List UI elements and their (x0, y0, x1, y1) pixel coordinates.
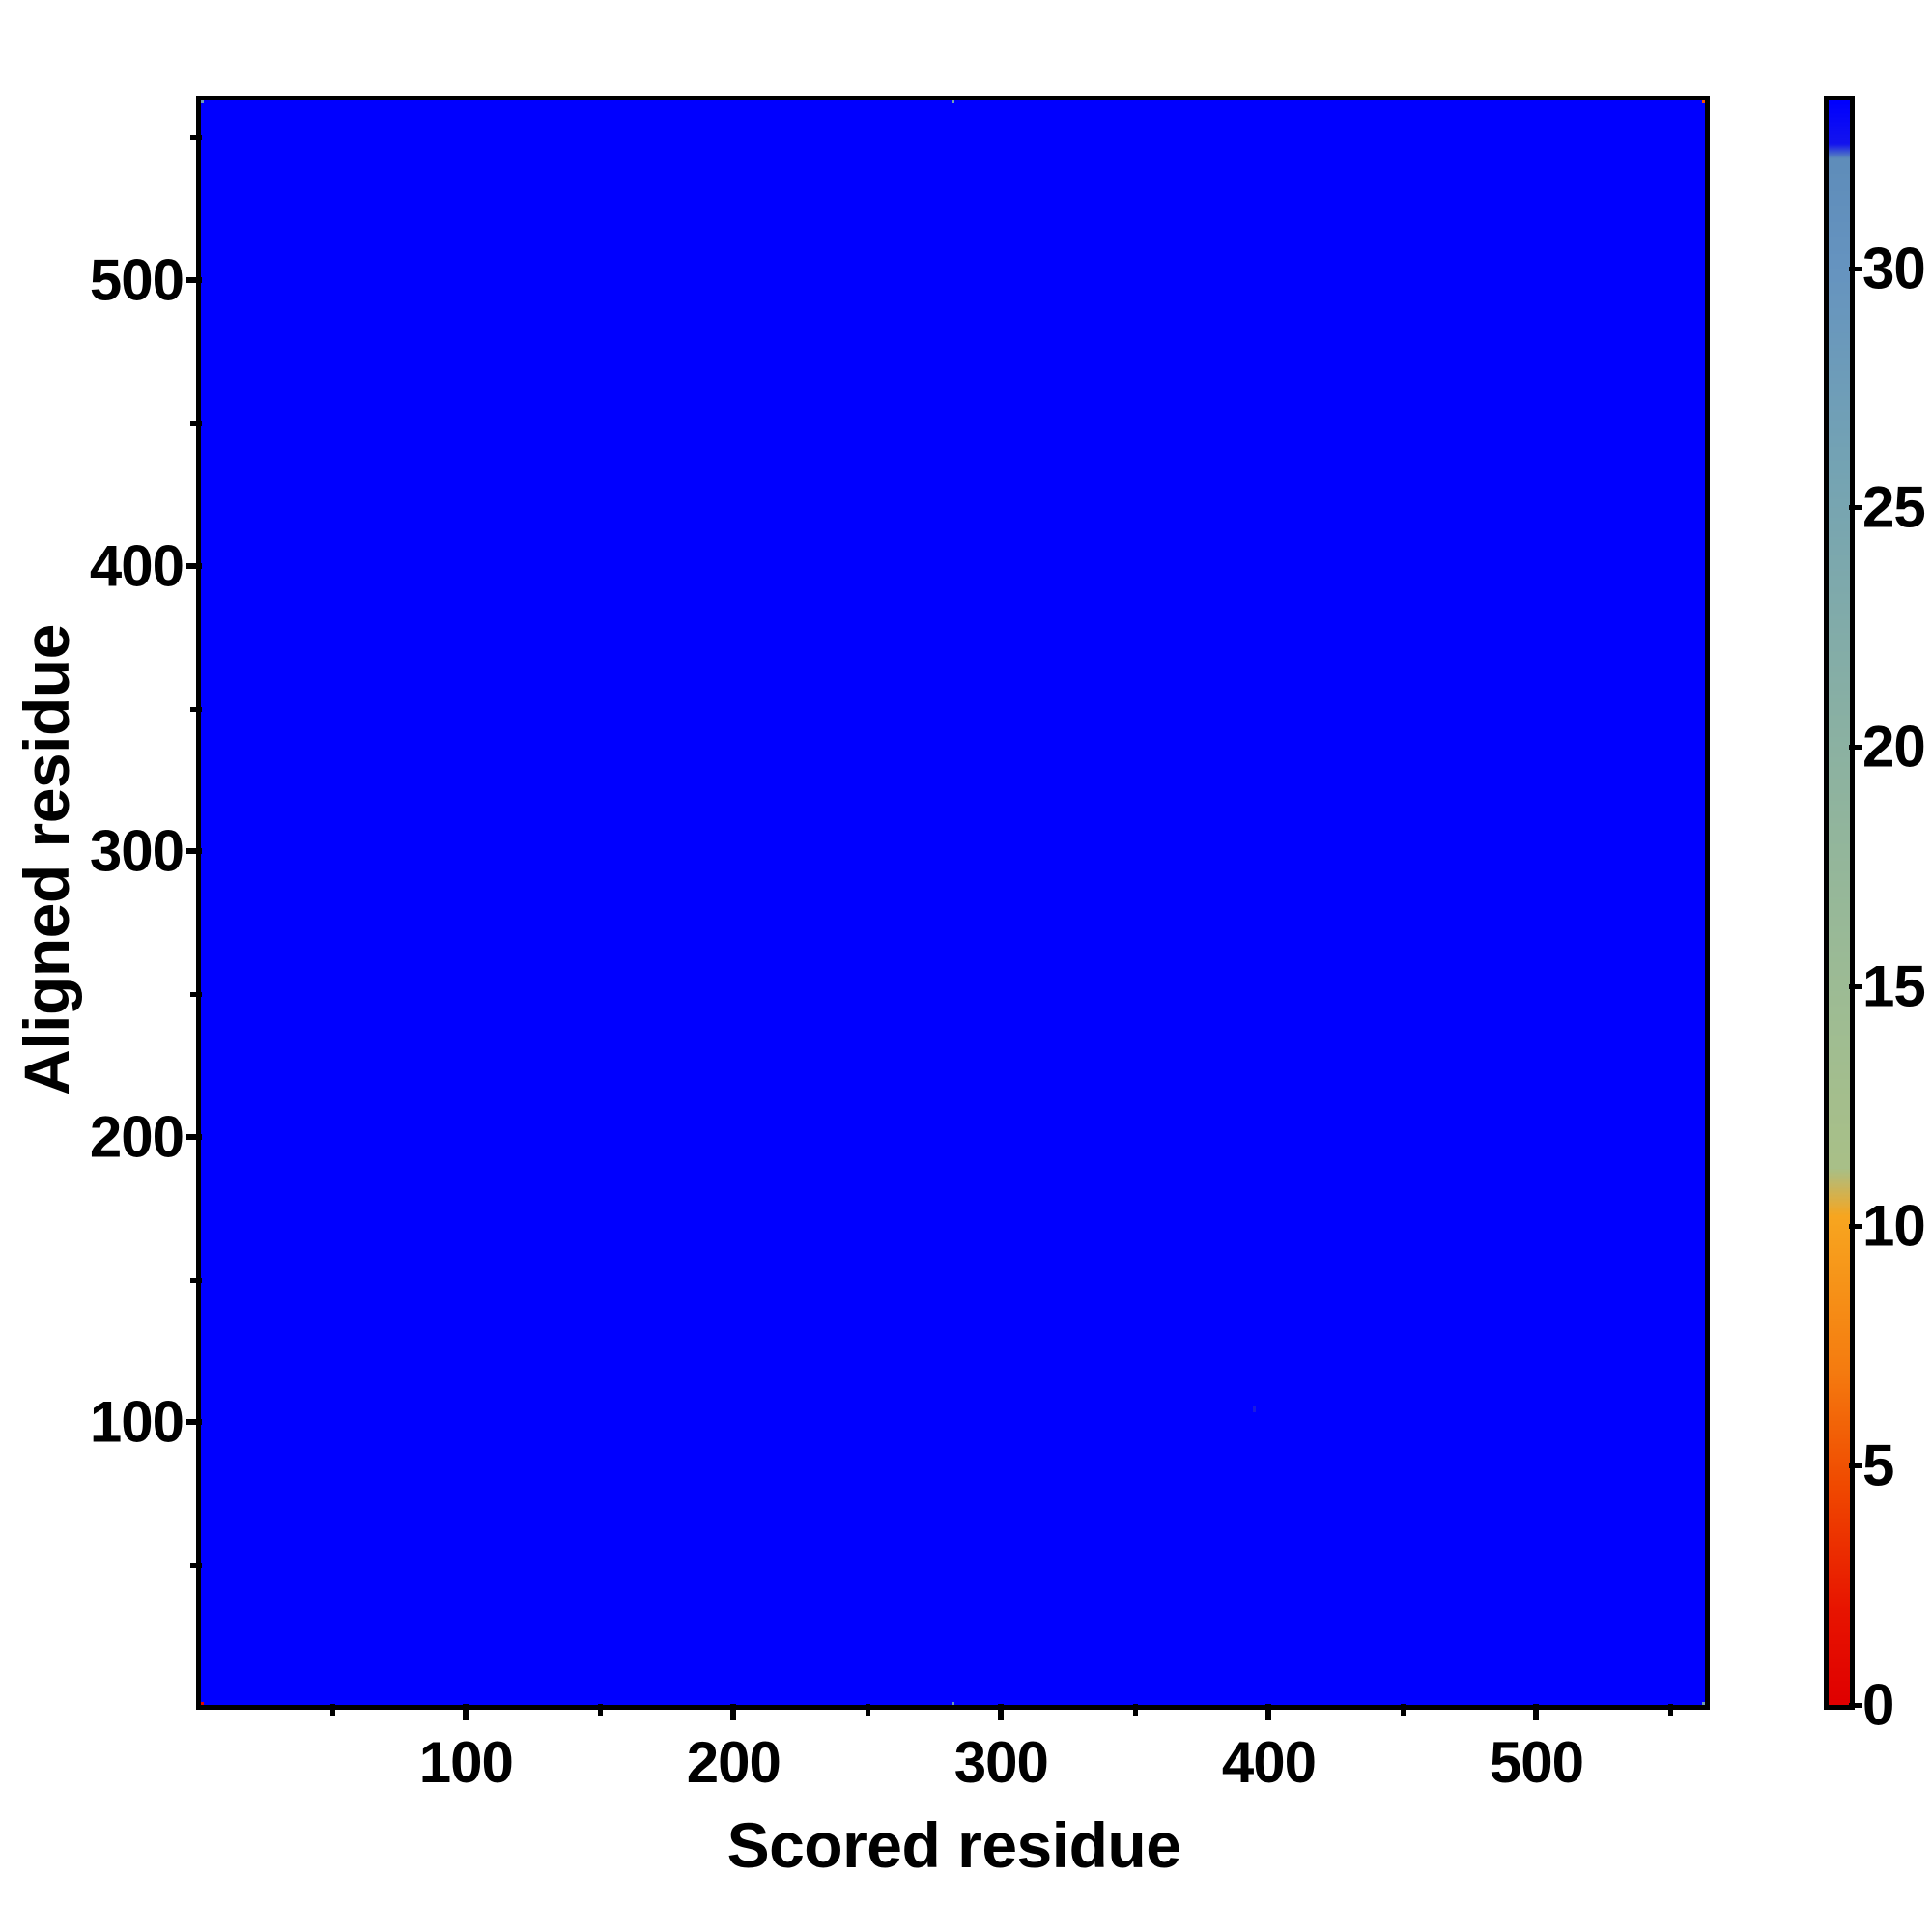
colorbar-tick-label: 5 (1862, 1433, 1894, 1498)
y-axis-tick (186, 562, 202, 569)
colorbar-tick-label: 25 (1862, 474, 1926, 540)
y-axis-tick-label: 300 (89, 818, 185, 884)
y-axis-minor-tick (190, 706, 202, 712)
x-axis-tick-label: 100 (418, 1730, 514, 1795)
colorbar-tick-label: 20 (1862, 714, 1926, 780)
x-axis-tick-label: 300 (953, 1730, 1049, 1795)
colorbar-tick (1849, 1224, 1862, 1230)
x-axis-minor-tick (329, 1704, 335, 1716)
x-axis-minor-tick (597, 1704, 603, 1716)
y-axis-tick-label: 100 (89, 1389, 185, 1455)
colorbar-tick-label: 30 (1862, 236, 1926, 301)
y-axis-minor-tick (190, 420, 202, 426)
y-axis-tick (186, 1133, 202, 1140)
x-axis-tick (730, 1704, 737, 1720)
colorbar-tick (1849, 505, 1862, 511)
colorbar-tick (1849, 1703, 1862, 1708)
heatmap-plot-area (196, 96, 1710, 1710)
colorbar-tick (1849, 266, 1862, 271)
y-axis-minor-tick (190, 135, 202, 141)
y-axis-tick (186, 1419, 202, 1426)
x-axis-minor-tick (865, 1704, 870, 1716)
colorbar-tick-label: 0 (1862, 1672, 1894, 1738)
x-axis-tick-label: 400 (1221, 1730, 1317, 1795)
y-axis-minor-tick (190, 992, 202, 998)
x-axis-minor-tick (1667, 1704, 1673, 1716)
x-axis-minor-tick (1132, 1704, 1138, 1716)
y-axis-tick-label: 400 (89, 533, 185, 599)
y-axis-title: Aligned residue (11, 624, 82, 1095)
x-axis-title: Scored residue (726, 1809, 1181, 1881)
y-axis-tick-label: 200 (89, 1104, 185, 1170)
colorbar-tick-label: 15 (1862, 953, 1926, 1019)
x-axis-tick (1265, 1704, 1272, 1720)
y-axis-minor-tick (190, 1277, 202, 1283)
colorbar-tick (1849, 1463, 1862, 1469)
colorbar-tick-label: 10 (1862, 1193, 1926, 1259)
x-axis-tick (463, 1704, 469, 1720)
x-axis-tick-label: 200 (686, 1730, 781, 1795)
y-axis-tick (186, 277, 202, 284)
colorbar-tick (1849, 984, 1862, 990)
colorbar-tick (1849, 745, 1862, 751)
x-axis-tick-label: 500 (1489, 1730, 1584, 1795)
y-axis-tick (186, 848, 202, 855)
colorbar (1824, 96, 1855, 1710)
x-axis-minor-tick (1400, 1704, 1406, 1716)
heatmap-canvas (201, 100, 1705, 1705)
x-axis-tick (998, 1704, 1005, 1720)
y-axis-minor-tick (190, 1563, 202, 1569)
x-axis-tick (1533, 1704, 1540, 1720)
y-axis-tick-label: 500 (89, 247, 185, 313)
colorbar-gradient (1829, 100, 1850, 1705)
